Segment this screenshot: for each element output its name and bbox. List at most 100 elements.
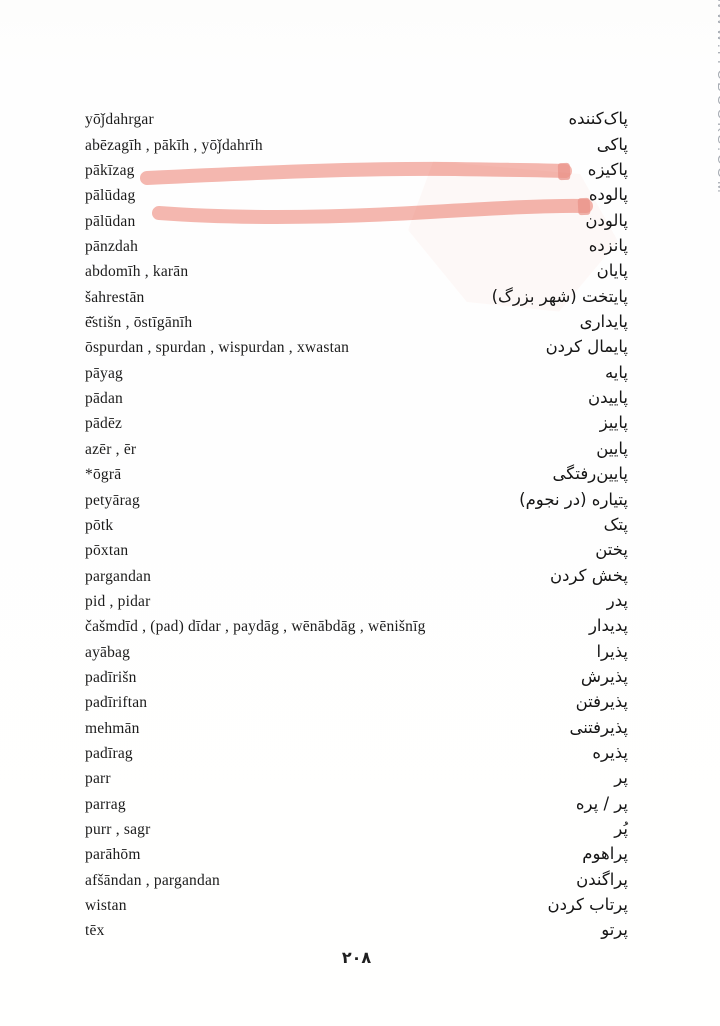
latin-term: wistan <box>85 897 127 914</box>
persian-term: پدیدار <box>588 616 628 636</box>
dictionary-row: parrag پر / پره <box>85 794 628 819</box>
dictionary-row: pōxtan پختن <box>85 540 628 565</box>
dictionary-row: pālūdan پالودن <box>85 211 628 236</box>
dictionary-row: *ōgrā پایین‌رفتگی <box>85 464 628 489</box>
dictionary-row: ayābag پذیرا <box>85 642 628 667</box>
dictionary-row: šahrestān پایتخت (شهر بزرگ) <box>85 287 628 312</box>
persian-term: پالوده <box>588 185 628 205</box>
persian-term: پذیرش <box>580 666 628 686</box>
dictionary-row: abdomīh , karān پایان <box>85 261 628 286</box>
persian-term: پُر <box>614 818 628 838</box>
latin-term: pargandan <box>85 567 152 585</box>
dictionary-row: yōǰdahrgar پاک‌کننده <box>85 109 628 134</box>
dictionary-row: ē̌stišn , ōstīgānīh پایداری <box>85 312 628 337</box>
latin-term: afšāndan , pargandan <box>85 871 220 889</box>
dictionary-row: pālūdag پالوده <box>85 185 628 210</box>
persian-term: پر <box>614 768 628 788</box>
dictionary-row: čašmdīd , (pad) dīdar , paydāg , wēnābdā… <box>85 616 628 641</box>
dictionary-row: pōtk پتک <box>85 515 628 540</box>
latin-term: yōǰdahrgar <box>85 111 154 129</box>
latin-term: parr <box>85 770 111 788</box>
latin-term: purr , sagr <box>85 820 151 838</box>
dictionary-row: parr پر <box>85 768 628 793</box>
dictionary-row: pid , pidar پدر <box>85 591 628 616</box>
persian-term: پرتاب کردن <box>547 895 628 914</box>
persian-term: پاکیزه <box>587 160 628 180</box>
persian-term: پایداری <box>579 312 628 332</box>
persian-term: پایین‌رفتگی <box>552 464 628 484</box>
persian-term: پاکی <box>596 134 628 154</box>
persian-term: پذیرا <box>596 641 628 661</box>
latin-term: pādan <box>85 390 124 408</box>
dictionary-row: padīriftan پذیرفتن <box>85 692 628 717</box>
page-number: ۲۰۸ <box>341 948 372 967</box>
persian-term: پذیرفتنی <box>569 717 628 737</box>
persian-term: پایتخت (شهر بزرگ) <box>491 286 628 306</box>
persian-term: پراهوم <box>582 844 628 864</box>
latin-term: pāyag <box>85 364 124 382</box>
dictionary-row <box>85 84 628 109</box>
dictionary-row: pādan پاییدن <box>85 388 628 413</box>
latin-term: ē̌stišn , ōstīgānīh <box>85 314 193 332</box>
latin-term: šahrestān <box>85 288 145 306</box>
persian-term: پتک <box>603 514 628 534</box>
latin-term: parāhōm <box>85 846 141 864</box>
latin-term: pānzdah <box>85 238 139 256</box>
latin-term: čašmdīd , (pad) dīdar , paydāg , wēnābdā… <box>85 618 426 636</box>
persian-term: پایین <box>596 438 628 458</box>
persian-term: پذیره <box>592 742 628 762</box>
persian-term: پایان <box>596 261 628 281</box>
persian-term: پاییدن <box>588 388 628 408</box>
dictionary-row: purr , sagr پُر <box>85 819 628 844</box>
latin-term: ayābag <box>85 643 131 661</box>
dictionary-row: tēx پرتو <box>85 920 628 945</box>
latin-term: abdomīh , karān <box>85 263 189 281</box>
dictionary-row: wistan پرتاب کردن <box>85 895 628 920</box>
dictionary-row: pānzdah پانزده <box>85 236 628 261</box>
dictionary-row: ōspurdan , spurdan , wispurdan , xwastan… <box>85 337 628 362</box>
dictionary-row: pākīzag پاکیزه <box>85 160 628 185</box>
persian-term: پایه <box>604 362 628 382</box>
dictionary-row: padīrag پذیره <box>85 743 628 768</box>
latin-term: padīrišn <box>85 668 137 686</box>
persian-term: پانزده <box>588 236 628 256</box>
persian-term: پاییز <box>599 413 628 433</box>
latin-term: abēzagīh , pākīh , yōǰdahrīh <box>85 136 263 154</box>
latin-term: parrag <box>85 795 126 813</box>
dictionary-row: mehmān پذیرفتنی <box>85 718 628 743</box>
dictionary-row: parāhōm پراهوم <box>85 844 628 869</box>
persian-term: پایمال کردن <box>545 337 628 357</box>
persian-term: پذیرفتن <box>575 692 628 712</box>
dictionary-row: abēzagīh , pākīh , yōǰdahrīh پاکی <box>85 135 628 160</box>
dictionary-row: pargandan پخش کردن <box>85 566 628 591</box>
latin-term: mehmān <box>85 719 140 737</box>
persian-term: پختن <box>595 540 628 560</box>
latin-term: ōspurdan , spurdan , wispurdan , xwastan <box>85 339 350 357</box>
latin-term: *ōgrā <box>85 466 122 484</box>
latin-term: pālūdan <box>85 212 136 230</box>
latin-term: pid , pidar <box>85 592 151 610</box>
latin-term: padīrag <box>85 744 133 762</box>
dictionary-row: pāyag پایه <box>85 363 628 388</box>
persian-term: پتیاره (در نجوم) <box>519 489 628 509</box>
latin-term: azēr , ēr <box>85 440 137 458</box>
latin-term: pōxtan <box>85 542 129 560</box>
latin-term: padīriftan <box>85 694 148 712</box>
dictionary-row: afšāndan , pargandan پراگندن <box>85 870 628 895</box>
persian-term: پدر <box>606 590 628 610</box>
dictionary-row: petyārag پتیاره (در نجوم) <box>85 490 628 515</box>
persian-term: پراگندن <box>576 869 628 889</box>
latin-term: tēx <box>85 922 105 940</box>
latin-term: pālūdag <box>85 187 136 205</box>
persian-term: پخش کردن <box>550 565 628 585</box>
latin-term: pādēz <box>85 415 123 433</box>
dictionary-row: azēr , ēr پایین <box>85 439 628 464</box>
latin-term: pōtk <box>85 516 114 534</box>
dictionary-list: yōǰdahrgar پاک‌کننده abēzagīh , pākīh , … <box>85 84 628 946</box>
persian-term: پالودن <box>585 210 628 230</box>
latin-term: pākīzag <box>85 162 135 180</box>
persian-term: پرتو <box>601 920 628 940</box>
site-watermark-text: WWW.ITCBOOKS.COM <box>715 0 720 196</box>
dictionary-row: pādēz پاییز <box>85 413 628 438</box>
